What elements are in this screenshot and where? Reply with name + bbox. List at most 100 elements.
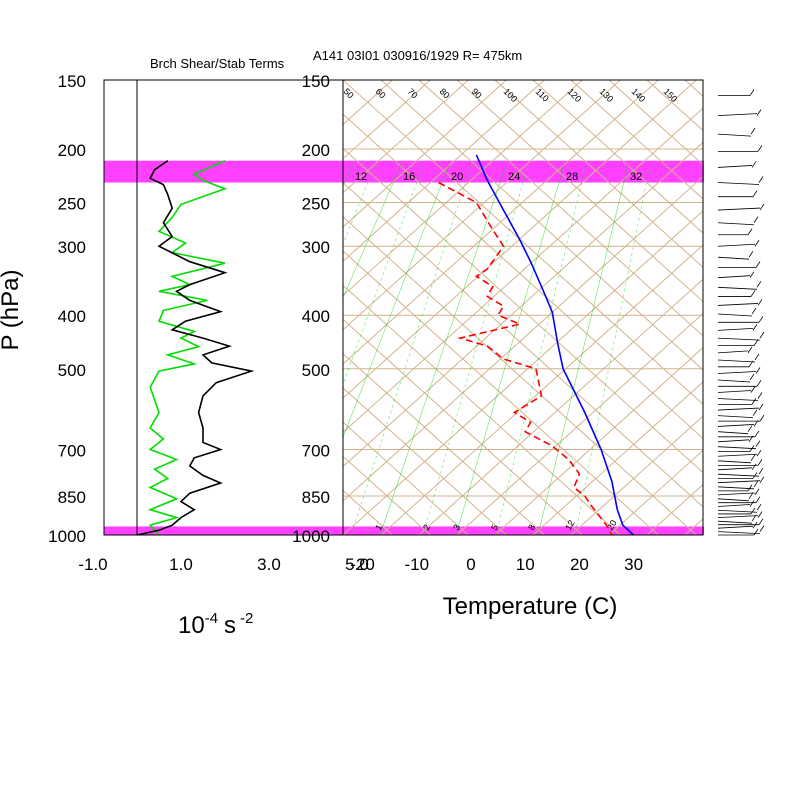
mixing-ratio-line — [537, 164, 629, 535]
mixing-ratio-line — [379, 164, 507, 535]
theta-label: 150 — [662, 86, 680, 104]
wind-barb-flag — [756, 109, 762, 116]
wind-barb-flag — [753, 339, 759, 346]
theta-label: 50 — [342, 86, 356, 100]
mixing-ratio-bottom-label: 1 — [373, 523, 384, 532]
temperature-tick-label: 30 — [624, 555, 643, 574]
isotherm-line — [646, 483, 703, 535]
dry-adiabat-line — [761, 80, 800, 535]
wind-barb-flag — [757, 392, 763, 399]
wind-barb-flag — [753, 420, 759, 427]
dry-adiabat-line — [684, 80, 703, 97]
wind-barb-flag — [750, 454, 756, 462]
wind-barb-flag — [752, 521, 758, 529]
wind-barb-shaft — [717, 222, 755, 226]
left-pressure-tick-label: 400 — [58, 307, 86, 326]
wind-barb-flag — [748, 250, 754, 258]
moist-adiabat-line — [343, 164, 376, 245]
wind-barb-shaft — [717, 460, 752, 464]
wind-barb-flag — [756, 380, 762, 387]
wind-barb-flag — [758, 518, 764, 525]
wind-barb-shaft — [717, 182, 760, 185]
isotherm-line — [723, 80, 800, 535]
temperature-tick-label: -20 — [350, 555, 375, 574]
mixing-ratio-bottom-label: 12 — [563, 518, 577, 532]
left-pressure-tick-label: 700 — [58, 441, 86, 460]
wind-barb-flag — [752, 324, 758, 331]
isotherm-line — [761, 80, 800, 535]
wind-barb-shaft — [717, 492, 756, 496]
right-pressure-tick-label: 500 — [302, 361, 330, 380]
wind-barb-flag — [758, 176, 764, 183]
temperature-tick-label: 10 — [516, 555, 535, 574]
highlight-band — [104, 526, 704, 535]
chart-title: A141 03I01 030916/1929 R= 475km — [313, 48, 522, 63]
left-x-tick-label: 1.0 — [169, 555, 193, 574]
moist-adiabat-line — [422, 164, 529, 535]
wind-barb-flag — [759, 203, 765, 211]
wind-barb-shaft — [717, 113, 758, 116]
theta-label: 60 — [374, 86, 388, 100]
right-panel-frame — [342, 79, 704, 536]
mixing-ratio-line — [343, 164, 354, 187]
dry-adiabat-line — [418, 80, 703, 337]
temperature-tick-label: -10 — [405, 555, 430, 574]
dry-adiabat-line — [343, 250, 659, 535]
mixing-ratio-label: 16 — [403, 171, 415, 183]
wind-barb-shaft — [717, 467, 753, 471]
mixing-ratio-label: 24 — [508, 171, 520, 183]
wind-barb-shaft — [717, 379, 751, 383]
isotherm-line — [456, 312, 703, 535]
isotherm-line — [684, 518, 703, 535]
wind-barb-flag — [751, 161, 757, 168]
wind-barb-shaft — [717, 446, 757, 450]
wind-barb-flag — [749, 89, 755, 96]
dry-adiabat-line — [380, 80, 703, 371]
wind-barb-flag — [748, 435, 754, 443]
isotherm-line — [343, 80, 431, 160]
mixing-ratio-bottom-label: 8 — [526, 523, 537, 532]
wind-barb-flag — [756, 281, 762, 288]
wind-barb-flag — [747, 484, 753, 492]
wind-barb-shaft — [717, 350, 749, 354]
wind-barb-flag — [753, 216, 759, 223]
wind-barb-shaft — [717, 243, 756, 247]
dry-adiabat-line — [343, 113, 703, 440]
dry-adiabat-line — [343, 421, 469, 535]
wind-barb-flag — [751, 463, 757, 471]
wind-barb-shaft — [717, 504, 751, 507]
dry-adiabat-line — [343, 353, 545, 535]
theta-label: 70 — [406, 86, 420, 100]
mixing-ratio-bottom-label: 3 — [451, 523, 462, 532]
wind-barb-flag — [754, 353, 760, 361]
wind-barb-shaft — [717, 327, 754, 331]
left-pressure-tick-label: 200 — [58, 141, 86, 160]
wind-barb-flag — [750, 290, 756, 297]
left-pressure-tick-label: 250 — [58, 195, 86, 214]
left-pressure-tick-label: 500 — [58, 361, 86, 380]
wind-barb-flag — [749, 500, 755, 507]
moist-adiabat-line — [343, 164, 424, 386]
wind-barb-shaft — [717, 480, 761, 484]
wind-barb-flag — [747, 228, 753, 236]
data-series — [136, 154, 635, 536]
left-pressure-tick-label: 150 — [58, 72, 86, 91]
wind-barb-shaft — [717, 520, 753, 524]
wind-barb-shaft — [717, 371, 757, 374]
dry-adiabat-line — [646, 80, 703, 132]
mixing-ratio-label: 12 — [355, 171, 367, 183]
wind-barb-flag — [749, 373, 755, 381]
dry-adiabat-line — [608, 80, 703, 166]
wind-barb-flag — [751, 307, 757, 315]
mixing-ratio-line — [455, 164, 565, 535]
wind-barb-shaft — [717, 398, 759, 401]
wind-barb-flag — [747, 346, 753, 354]
isotherm-line — [343, 80, 469, 194]
wind-barb-shaft — [717, 439, 750, 443]
wind-barb-flag — [757, 145, 763, 152]
wind-barb-flag — [747, 425, 753, 432]
wind-barb-flag — [759, 331, 765, 339]
wind-barb-flag — [751, 398, 757, 405]
wind-barb-flag — [757, 459, 763, 466]
wind-barb-shaft — [717, 431, 749, 435]
